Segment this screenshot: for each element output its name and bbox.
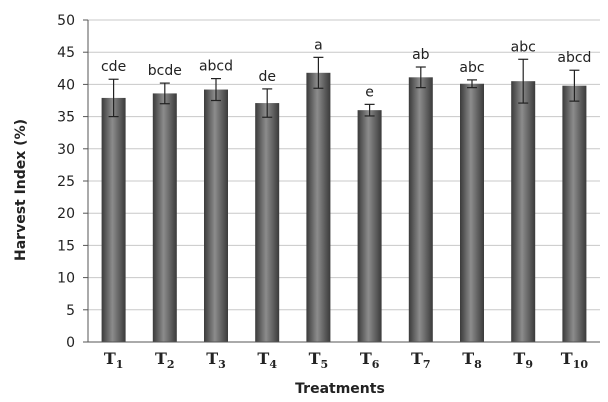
bar [306,72,331,343]
bar [357,110,382,342]
bar [562,85,587,343]
x-tick-label: T5 [309,349,329,371]
y-tick-label: 30 [57,142,75,158]
bar [255,103,280,343]
y-tick-label: 25 [57,174,75,190]
significance-label: abc [511,39,536,55]
x-tick-label: T3 [206,349,226,371]
y-tick-label: 50 [57,13,75,29]
bar [408,77,433,342]
y-tick-label: 10 [57,271,75,287]
x-tick-label: T8 [462,349,482,371]
x-tick-label: T1 [104,349,124,371]
y-tick-label: 40 [57,77,75,93]
x-tick-label: T9 [513,349,533,371]
significance-label: e [365,84,374,100]
x-tick-label: T10 [561,349,589,371]
significance-label: a [314,37,323,53]
y-tick-label: 15 [57,238,75,254]
bar [152,93,177,342]
significance-label: de [258,69,276,85]
x-tick-label: T6 [360,349,380,371]
bars [101,72,587,343]
x-axis-title: Treatments [295,381,385,397]
y-tick-label: 5 [66,303,75,319]
y-axis-title: Harvest Index (%) [13,119,29,261]
significance-label: abcd [199,59,233,75]
y-tick-label: 45 [57,45,75,61]
error-bars [108,56,580,118]
y-tick-labels: 0 5 10 15 20 25 30 35 40 45 50 [57,13,88,351]
x-tick-label: T7 [411,349,431,371]
y-tick-label: 20 [57,206,75,222]
x-tick-label: T2 [155,349,175,371]
significance-label: abc [459,60,484,76]
bar [460,83,484,343]
significance-label: cde [101,59,126,75]
significance-labels: cde bcde abcd de a e ab abc abc abcd [101,37,591,100]
y-tick-label: 35 [57,110,75,126]
bar [511,81,536,343]
bar [101,97,126,342]
x-tick-label: T4 [257,349,277,371]
significance-label: abcd [557,50,591,66]
bar [204,89,228,342]
significance-label: ab [412,47,430,63]
y-tick-label: 0 [66,335,75,351]
x-tick-labels: T1 T2 T3 T4 T5 T6 T7 T8 T9 T10 [104,349,589,371]
significance-label: bcde [148,63,182,79]
